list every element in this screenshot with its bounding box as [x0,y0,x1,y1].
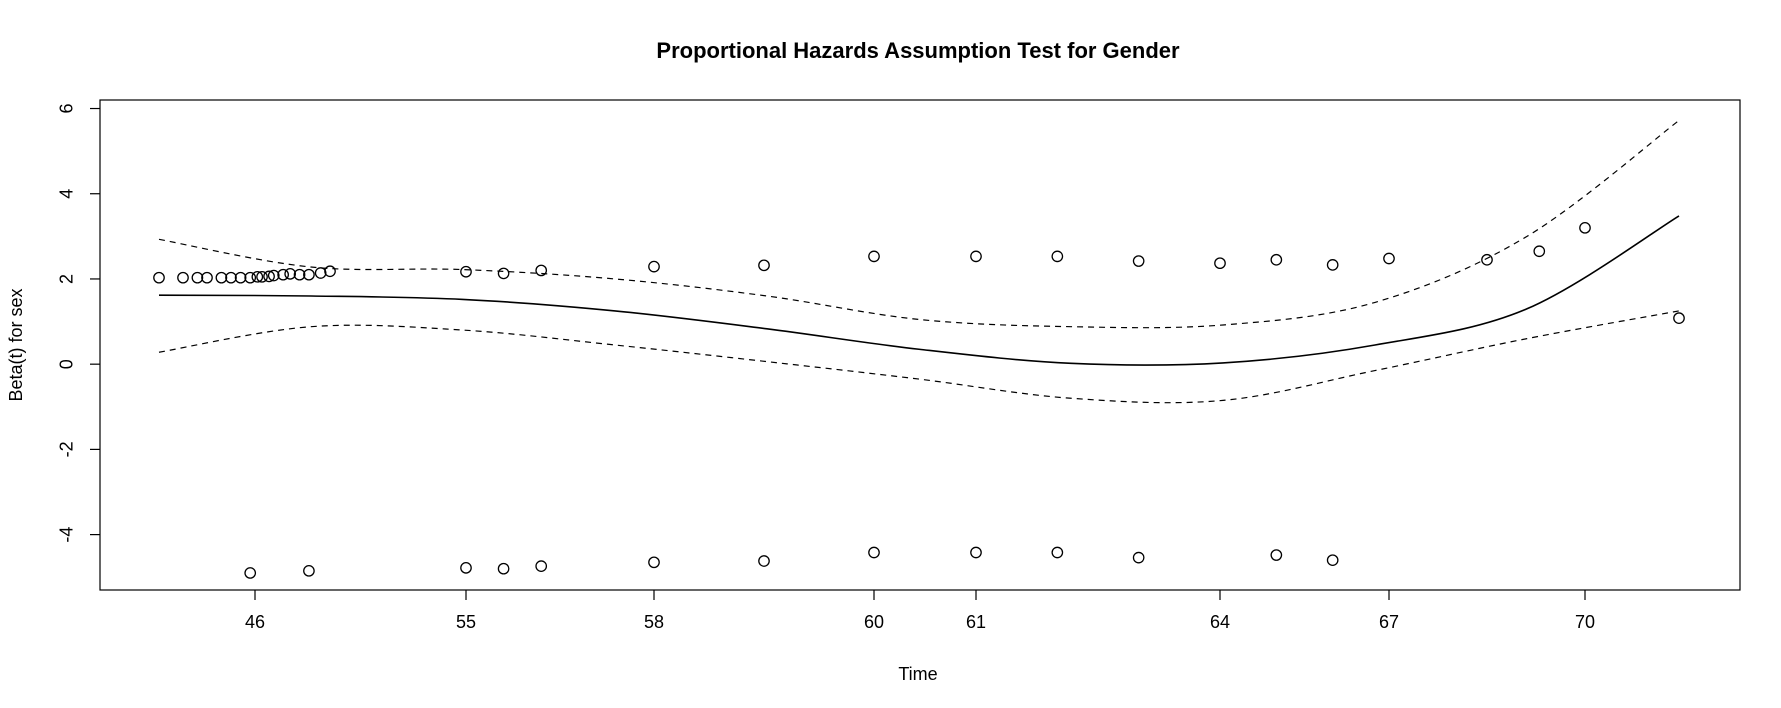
residual-point [1270,253,1283,266]
residual-point [648,260,660,273]
residual-point [970,546,982,559]
residual-point [1481,253,1493,266]
residual-point [1326,554,1339,567]
residual-point [277,268,289,281]
y-axis: -4 -2 0 2 4 6 [57,104,100,543]
smooth-fit-line [158,215,1680,366]
residual-point [970,250,982,263]
residual-point [303,564,315,577]
curves [158,119,1680,404]
y-tick-label: -4 [57,527,77,543]
residual-point [535,560,548,572]
residual-point [234,271,247,284]
residual-point [868,250,880,263]
plot-frame [99,99,1741,591]
residual-point [1383,252,1395,265]
y-axis-label: Beta(t) for sex [6,288,26,401]
x-tick-label: 46 [245,612,265,632]
residual-point [215,271,228,284]
y-tick-label: 0 [57,359,77,369]
residual-point [201,271,213,284]
residual-point [177,271,189,284]
x-axis: 46 55 58 60 61 64 67 70 [245,590,1595,632]
residual-point [497,267,510,280]
residual-point [460,561,472,574]
y-tick-label: 4 [57,189,77,199]
y-tick-label: 2 [57,274,77,284]
residual-point [225,271,237,284]
residual-point [293,268,306,281]
residual-point [1051,250,1064,263]
residual-point [284,267,297,280]
residual-point [1270,549,1283,561]
chart-title: Proportional Hazards Assumption Test for… [656,38,1180,63]
residual-point [153,271,165,284]
y-tick-label: 6 [57,104,77,114]
residual-point [267,269,280,282]
x-tick-label: 67 [1379,612,1399,632]
residual-point [263,270,275,283]
residual-point [1132,551,1145,564]
points [153,221,1685,579]
residual-point [758,259,770,272]
residual-point [1214,257,1226,270]
residual-point [648,556,660,569]
residual-point [1579,221,1591,234]
residual-point [1673,312,1685,325]
x-tick-label: 70 [1575,612,1595,632]
residual-point [251,270,264,283]
residual-point [497,562,510,575]
residual-point [303,268,315,281]
residual-point [535,264,548,277]
residual-point [244,567,257,579]
lower-confidence-band [158,310,1680,404]
residual-point [1326,259,1339,271]
x-tick-label: 64 [1210,612,1230,632]
residual-point [1051,546,1064,559]
residual-point [324,265,336,278]
residual-point [758,555,770,567]
residual-point [244,271,257,284]
residual-point [314,267,327,279]
x-tick-label: 60 [864,612,884,632]
residual-point [868,546,880,559]
x-axis-label: Time [898,664,937,684]
residual-point [256,270,268,283]
residual-point [1132,255,1145,267]
x-tick-label: 55 [456,612,476,632]
residual-point [1533,245,1546,258]
x-tick-label: 61 [966,612,986,632]
residual-point [460,265,472,278]
y-tick-label: -2 [57,441,77,457]
residual-point [191,271,204,284]
x-tick-label: 58 [644,612,664,632]
